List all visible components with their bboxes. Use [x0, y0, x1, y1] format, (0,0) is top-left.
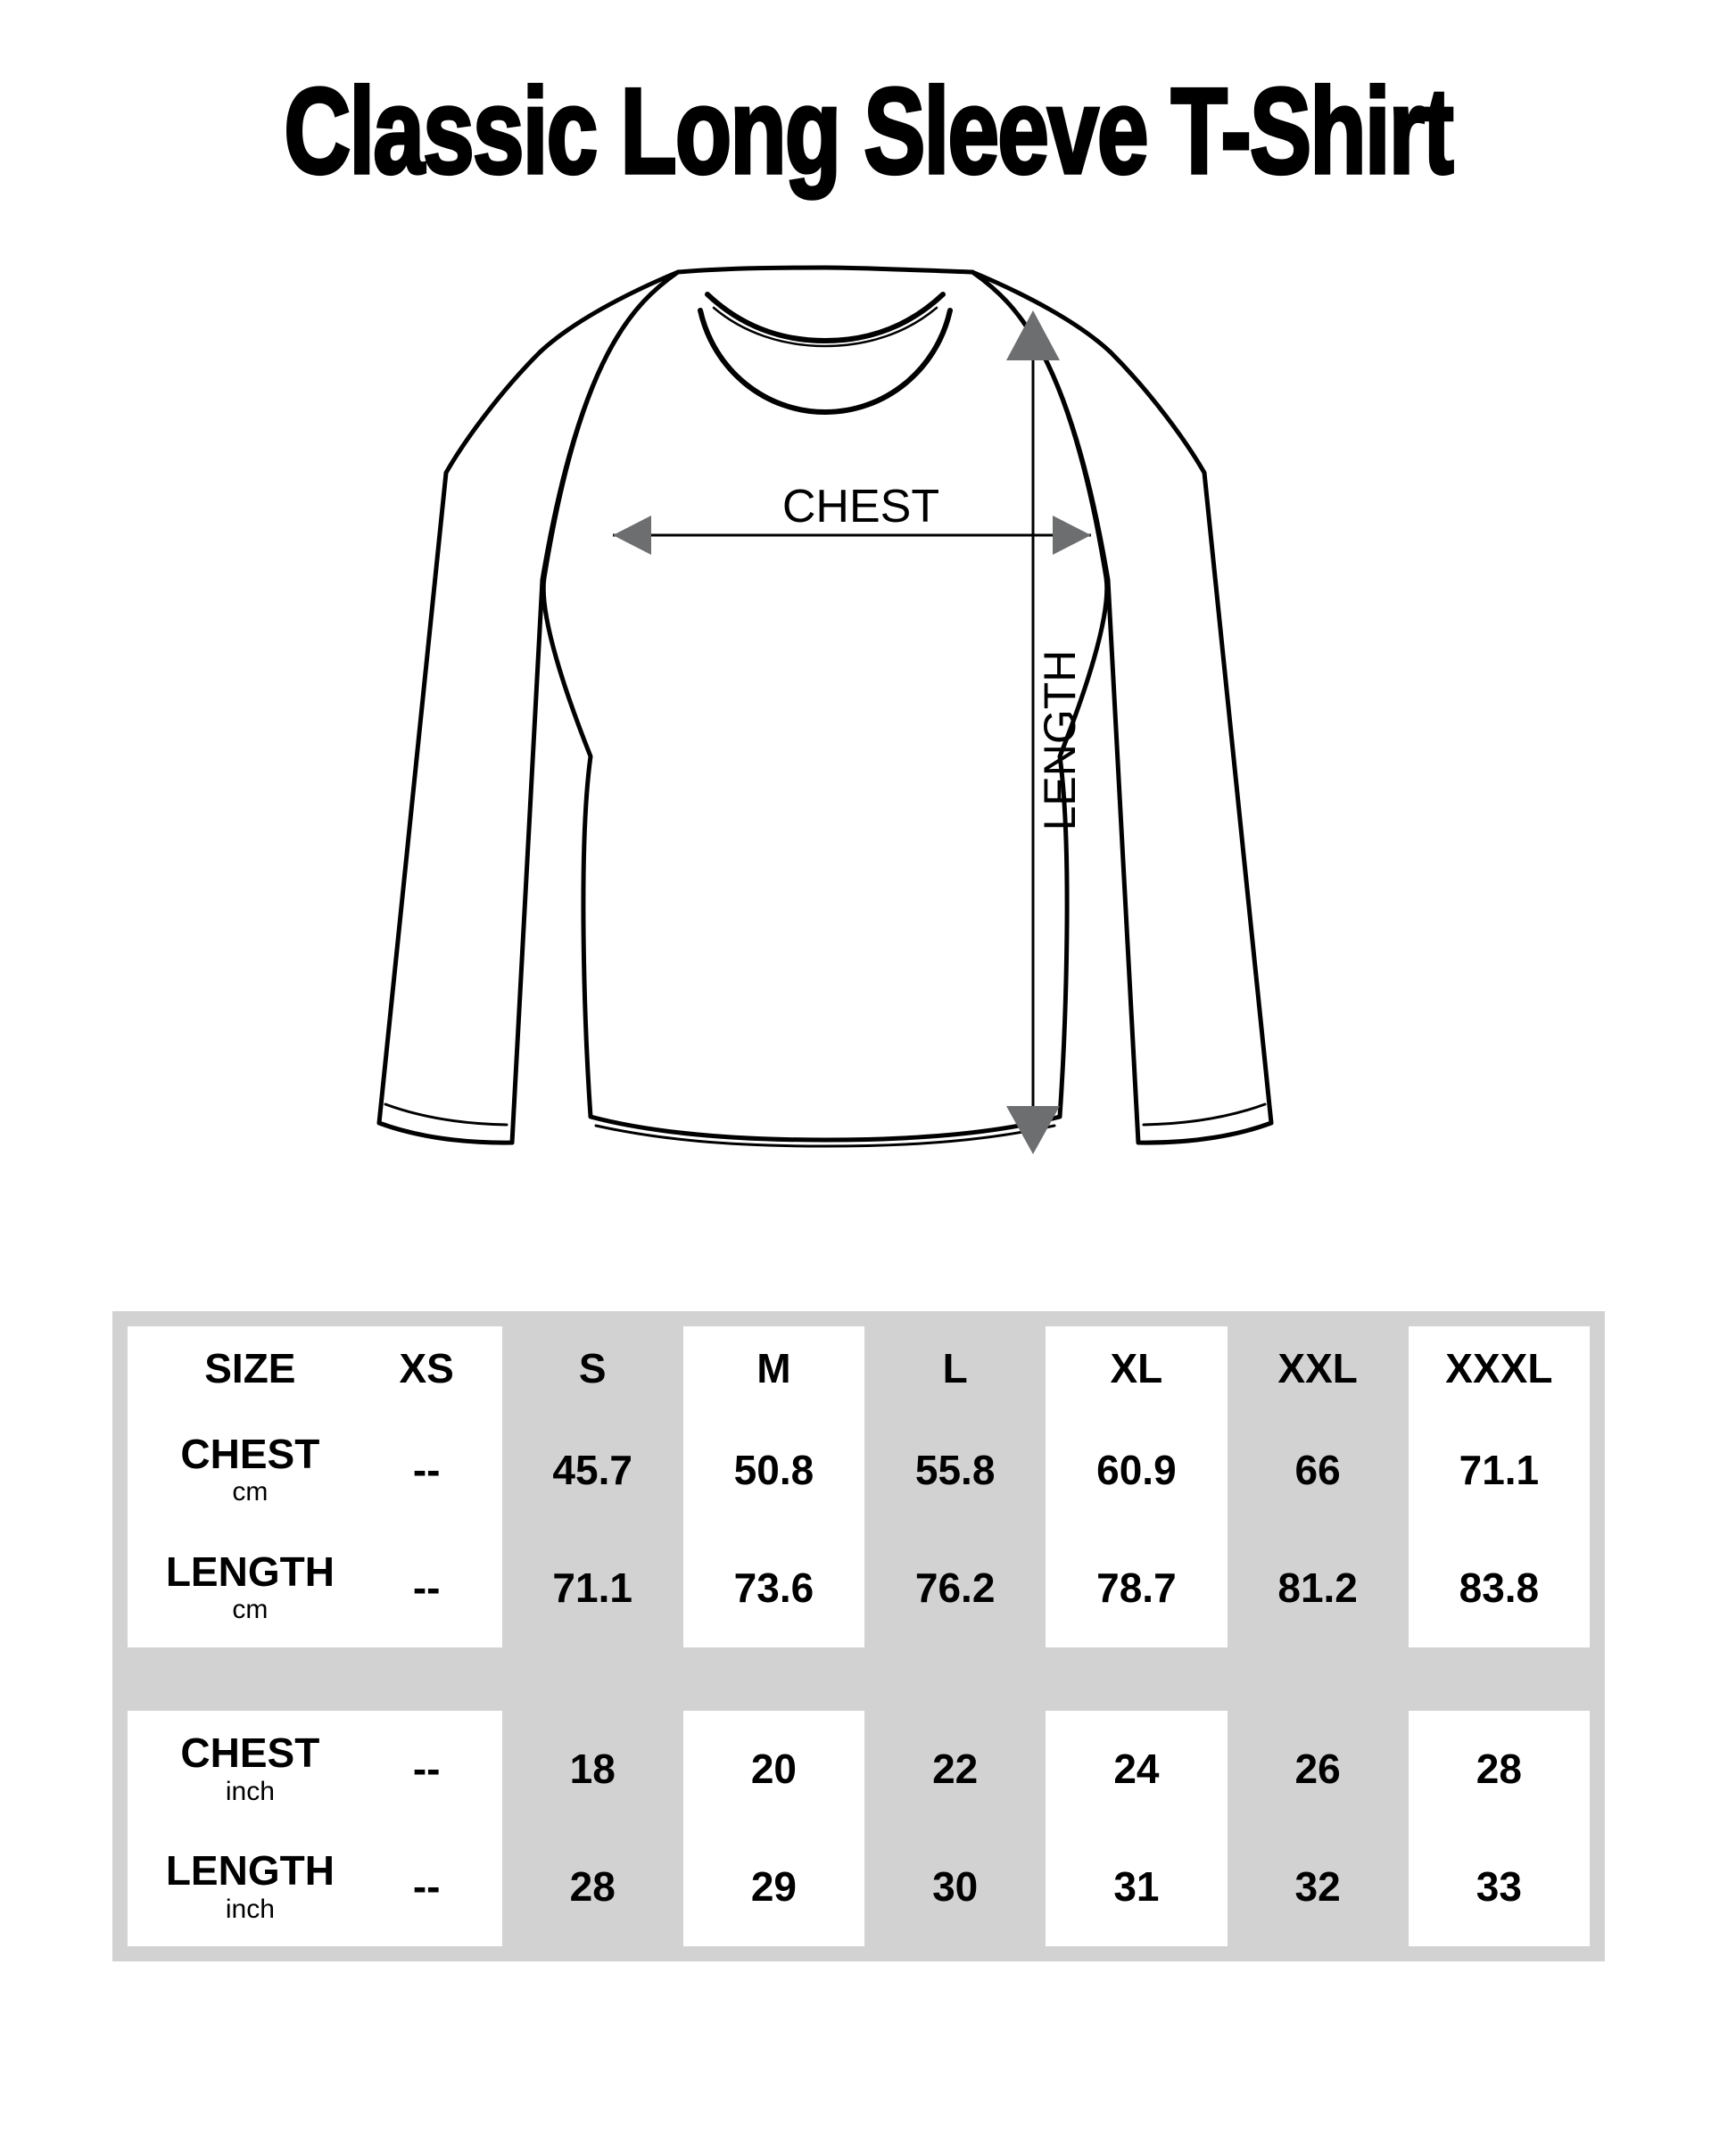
svg-text:CHEST: CHEST: [782, 481, 939, 532]
svg-text:LENGTH: LENGTH: [1035, 650, 1085, 831]
